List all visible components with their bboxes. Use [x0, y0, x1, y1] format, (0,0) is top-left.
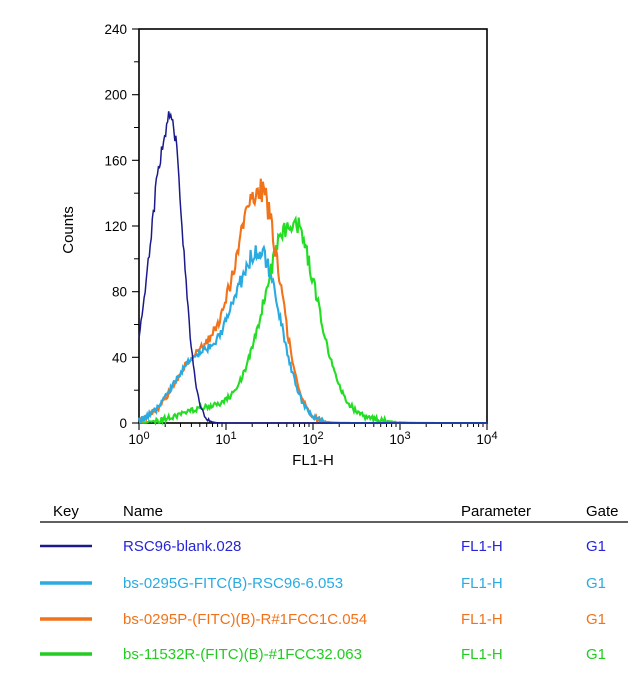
svg-text:FL1-H: FL1-H — [461, 575, 503, 592]
svg-text:Parameter: Parameter — [461, 503, 531, 520]
svg-text:RSC96-blank.028: RSC96-blank.028 — [123, 538, 241, 555]
svg-text:G1: G1 — [586, 646, 606, 663]
svg-text:FL1-H: FL1-H — [292, 452, 334, 469]
svg-text:FL1-H: FL1-H — [461, 646, 503, 663]
svg-text:G1: G1 — [586, 575, 606, 592]
svg-text:G1: G1 — [586, 538, 606, 555]
svg-text:Gate: Gate — [586, 503, 619, 520]
svg-text:100: 100 — [128, 430, 149, 447]
svg-text:Key: Key — [53, 503, 79, 520]
svg-text:102: 102 — [302, 430, 323, 447]
svg-text:bs-0295G-FITC(B)-RSC96-6.053: bs-0295G-FITC(B)-RSC96-6.053 — [123, 575, 343, 592]
svg-text:bs-0295P-(FITC)(B)-R#1FCC1C.05: bs-0295P-(FITC)(B)-R#1FCC1C.054 — [123, 611, 367, 628]
svg-text:FL1-H: FL1-H — [461, 538, 503, 555]
svg-text:40: 40 — [112, 350, 127, 365]
svg-text:160: 160 — [104, 153, 127, 168]
svg-text:240: 240 — [104, 22, 127, 37]
svg-text:101: 101 — [215, 430, 236, 447]
svg-text:104: 104 — [476, 430, 497, 447]
svg-text:103: 103 — [389, 430, 410, 447]
svg-text:80: 80 — [112, 285, 127, 300]
svg-text:Counts: Counts — [60, 206, 77, 254]
svg-text:G1: G1 — [586, 611, 606, 628]
svg-text:200: 200 — [104, 88, 127, 103]
svg-text:FL1-H: FL1-H — [461, 611, 503, 628]
svg-text:0: 0 — [119, 416, 127, 431]
svg-text:Name: Name — [123, 503, 163, 520]
svg-text:bs-11532R-(FITC)(B)-#1FCC32.06: bs-11532R-(FITC)(B)-#1FCC32.063 — [123, 646, 362, 663]
svg-text:120: 120 — [104, 219, 127, 234]
